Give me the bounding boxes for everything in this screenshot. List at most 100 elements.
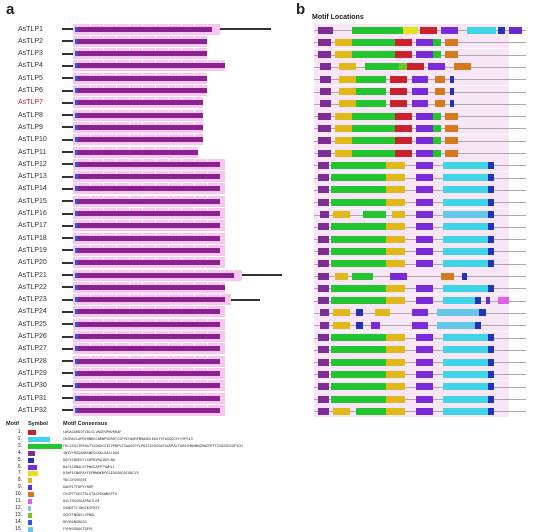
motif-6-box	[415, 346, 433, 354]
motif-1-box	[394, 137, 412, 145]
motif-4-box	[318, 198, 329, 206]
domain-tick-marks	[77, 281, 225, 285]
motif-3-box	[352, 137, 395, 145]
motif-15-box	[443, 211, 488, 218]
motif-8-box	[335, 272, 348, 280]
motif-10-box	[445, 38, 459, 46]
gene-label: AsTLP24	[18, 308, 47, 316]
motif-4-box	[320, 88, 331, 95]
motif-8-box	[386, 346, 406, 354]
domain-tick-marks	[77, 219, 221, 223]
motif-2-box	[466, 26, 497, 34]
legend-motif-swatch	[28, 478, 32, 484]
motif-1-box	[420, 26, 437, 34]
motif-10-box	[445, 149, 459, 157]
motif-8-box	[339, 75, 357, 83]
motif-1-box	[394, 51, 412, 59]
gene-label: AsTLP28	[18, 357, 47, 365]
domain-start-cap	[75, 346, 79, 352]
motif-8-box	[386, 358, 406, 366]
motif-1-box	[407, 63, 425, 71]
gene-label: AsTLP3	[18, 50, 43, 58]
motif-9-box	[509, 26, 522, 34]
gene-label: AsTLP14	[18, 185, 47, 193]
legend-motif-number: 7.	[17, 470, 22, 477]
panel-a-domain-structures: AsTLP1 AsTLP2 AsTLP3 AsTLP4 AsTLP5 AsTLP6 AsTL…	[0, 0, 292, 420]
motif-3-box	[330, 284, 387, 292]
motif-2-box	[443, 297, 476, 305]
domain-tick-marks	[77, 72, 208, 76]
motif-6-box	[415, 137, 433, 145]
legend-row: 15. FVHVGGDQGTQEPL	[6, 526, 256, 532]
domain-start-cap	[75, 223, 79, 229]
motif-8-box	[335, 137, 353, 145]
motif-8-box	[333, 321, 351, 329]
motif-4-box	[318, 38, 331, 46]
motif-10-box	[445, 51, 459, 59]
domain-start-cap	[75, 370, 79, 376]
motif-6-box	[415, 260, 433, 268]
thaumatin-domain	[77, 38, 208, 44]
motif-2-box	[443, 346, 488, 354]
motif-3-box	[352, 26, 404, 34]
legend-motif-consensus: IWIVYRGGANKSWEGGSKLQASLAGG	[63, 450, 120, 455]
legend-motif-number: 6.	[17, 463, 22, 470]
gene-label: AsTLP26	[18, 333, 47, 340]
legend-motif-swatch	[28, 492, 34, 498]
motif-6-box	[415, 235, 433, 243]
motif-6-box	[415, 124, 433, 132]
motif-8-box	[386, 395, 406, 403]
motif-2-box	[443, 358, 488, 366]
thaumatin-domain	[77, 88, 208, 93]
domain-start-cap	[75, 112, 79, 118]
motif-15-box	[436, 309, 480, 317]
domain-tick-marks	[77, 195, 221, 199]
motif-3-box	[330, 297, 387, 305]
motif-5-box	[487, 358, 495, 366]
thaumatin-domain	[77, 124, 203, 130]
motif-4-box	[318, 137, 331, 145]
legend-header-symbol: Symbol	[28, 421, 48, 427]
legend-motif-swatch	[28, 457, 34, 463]
motif-5-box	[487, 186, 495, 194]
domain-start-cap	[75, 297, 79, 303]
motif-8-box	[386, 223, 406, 231]
thaumatin-domain	[77, 137, 203, 143]
motif-2-box	[443, 407, 488, 415]
motif-8-box	[335, 51, 353, 59]
motif-4-box	[318, 370, 329, 378]
panel-a-letter: a	[6, 1, 15, 18]
thaumatin-domain	[77, 383, 221, 389]
legend-motif-swatch	[28, 450, 35, 456]
motif-8-box	[333, 211, 351, 218]
motif-3-box	[330, 235, 387, 243]
legend-motif-number: 12.	[15, 504, 22, 511]
thaumatin-domain	[77, 370, 221, 376]
domain-tick-marks	[77, 256, 221, 260]
motif-6-box	[411, 100, 429, 108]
motif-1-box	[390, 88, 408, 95]
motif-4-box	[320, 309, 329, 317]
domain-start-cap	[75, 75, 79, 81]
gene-label: AsTLP6	[18, 87, 43, 94]
domain-tick-marks	[77, 367, 221, 371]
legend-motif-consensus: QVLTRGGGGAPRATLDF	[63, 499, 100, 503]
motif-5-box	[462, 272, 467, 280]
motif-5-box	[487, 174, 495, 182]
domain-tick-marks	[77, 158, 221, 162]
motif-5-box	[449, 100, 454, 108]
panel-b-motif-locations: Motif Locations	[294, 0, 550, 532]
gene-label: AsTLP20	[18, 259, 47, 267]
thaumatin-domain	[77, 272, 234, 278]
legend-row: 11. QVLTRGGGGAPRATLDF	[6, 498, 256, 505]
gene-label: AsTLP19	[18, 246, 47, 254]
legend-motif-number: 3.	[17, 442, 22, 449]
motif-5-box	[487, 346, 495, 354]
motif-8-box	[386, 284, 406, 292]
domain-start-cap	[75, 161, 79, 167]
motif-6-box	[371, 321, 380, 329]
domain-tick-marks	[77, 355, 221, 359]
legend-motif-number: 8.	[17, 477, 22, 484]
domain-start-cap	[75, 235, 79, 241]
motif-7-box	[403, 26, 418, 34]
